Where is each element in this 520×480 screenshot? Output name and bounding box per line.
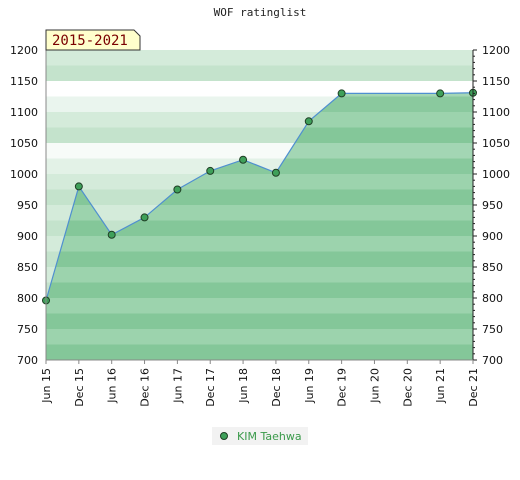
x-tick-label: Dec 20: [401, 368, 414, 407]
y-tick-label-right: 750: [482, 323, 503, 336]
legend-series-label: KIM Taehwa: [237, 430, 302, 443]
area-stripe: [46, 344, 473, 360]
y-tick-label-left: 800: [17, 292, 38, 305]
data-point: [74, 182, 83, 191]
period-badge-label: 2015-2021: [52, 33, 128, 49]
x-tick-label: Dec 17: [204, 368, 217, 407]
chart-title: WOF ratinglist: [214, 6, 307, 19]
x-tick-label: Dec 18: [270, 368, 283, 407]
y-tick-label-right: 1000: [482, 168, 510, 181]
data-point: [140, 213, 149, 222]
data-point: [239, 155, 248, 164]
x-tick-label: Jun 16: [106, 368, 119, 404]
background-band: [46, 65, 473, 81]
x-tick-label: Jun 21: [434, 368, 447, 404]
y-tick-label-left: 1200: [10, 44, 38, 57]
x-tick-label: Jun 20: [368, 368, 381, 404]
x-tick-label: Jun 19: [303, 368, 316, 404]
data-point: [271, 168, 280, 177]
legend-marker: [220, 432, 228, 440]
y-tick-label-right: 1100: [482, 106, 510, 119]
series-line: [45, 92, 474, 301]
area-stripe: [46, 313, 473, 329]
y-tick-label-left: 1050: [10, 137, 38, 150]
y-tick-label-left: 900: [17, 230, 38, 243]
y-tick-label-left: 950: [17, 199, 38, 212]
y-tick-label-right: 1200: [482, 44, 510, 57]
data-point: [206, 166, 215, 175]
area-stripe: [46, 220, 473, 236]
y-tick-label-right: 950: [482, 199, 503, 212]
y-tick-label-right: 900: [482, 230, 503, 243]
data-point: [107, 230, 116, 239]
legend: KIM Taehwa: [212, 427, 308, 445]
x-tick-label: Jun 17: [171, 368, 184, 404]
data-point: [436, 89, 445, 98]
x-tick-label: Dec 15: [73, 368, 86, 407]
y-tick-label-left: 1150: [10, 75, 38, 88]
data-point: [304, 117, 313, 126]
y-tick-label-left: 700: [17, 354, 38, 367]
y-tick-label-right: 1150: [482, 75, 510, 88]
y-axis-right-ticks: 700 750 800 850 900 950 1000 1050 1100 1150 1200: [473, 44, 510, 367]
x-tick-label: Dec 21: [467, 368, 480, 407]
y-tick-label-left: 850: [17, 261, 38, 274]
y-tick-label-left: 1000: [10, 168, 38, 181]
x-tick-label: Jun 18: [237, 368, 250, 404]
x-tick-label: Jun 15: [40, 368, 53, 404]
area-stripe: [46, 282, 473, 298]
y-tick-label-right: 700: [482, 354, 503, 367]
y-tick-label-left: 1100: [10, 106, 38, 119]
y-tick-label-left: 750: [17, 323, 38, 336]
y-tick-label-right: 800: [482, 292, 503, 305]
x-axis-ticks: Jun 15 Dec 15 Jun 16 Dec 16 Jun 17 Dec 17 Jun …: [40, 360, 480, 407]
series-area: [46, 92, 473, 360]
x-tick-label: Dec 16: [139, 368, 152, 407]
background-band: [46, 50, 473, 66]
area-stripe: [46, 251, 473, 267]
period-badge: 2015-2021: [45, 29, 141, 51]
y-tick-label-right: 850: [482, 261, 503, 274]
data-point: [173, 185, 182, 194]
background-band: [46, 81, 473, 97]
x-tick-label: Dec 19: [336, 368, 349, 407]
y-tick-label-right: 1050: [482, 137, 510, 150]
data-point: [337, 89, 346, 98]
y-axis-left-ticks: 700 750 800 850 900 950 1000 1050 1100 1150 1200: [10, 44, 38, 367]
